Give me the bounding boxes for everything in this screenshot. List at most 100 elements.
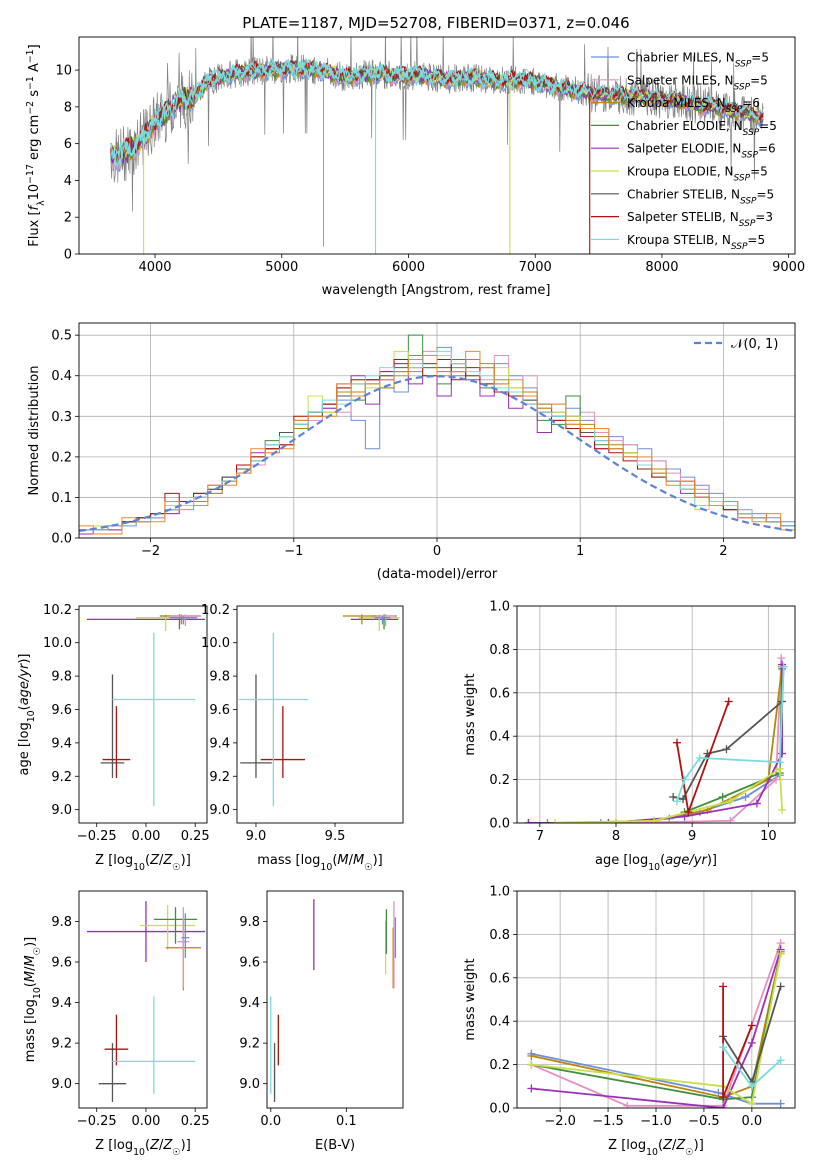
- error-bars: [270, 899, 397, 1102]
- x-tick-label: 9000: [772, 260, 805, 275]
- legend-entry-nssp: =6: [742, 96, 760, 110]
- legend-entry-sub: SSP: [735, 60, 752, 70]
- y-tick-label: 4: [64, 174, 72, 189]
- y-axis-label-part: )]: [23, 937, 38, 947]
- mass-weight-lines: [524, 654, 788, 823]
- y-tick-label: 9.8: [239, 915, 260, 930]
- y-axis-label-part: −1: [25, 49, 36, 63]
- legend-entry: Chabrier STELIB, NSSP=5: [627, 187, 774, 206]
- y-axis-label-part: (: [23, 982, 38, 987]
- x-axis-label-part: 10: [133, 1147, 145, 1158]
- x-axis-label-part: (: [332, 853, 337, 868]
- x-tick-label: 9.5: [325, 829, 346, 844]
- x-tick-label: 9: [688, 829, 696, 844]
- y-axis-label-part: λ: [36, 200, 47, 206]
- x-axis-label-part: )]: [694, 1138, 704, 1153]
- error-bars: [86, 614, 206, 807]
- x-axis-label-part: 10: [646, 1147, 658, 1158]
- x-axis-label-part: Z [log: [95, 1138, 133, 1153]
- y-tick-label: 0.2: [489, 1058, 510, 1073]
- x-axis-label-part: (: [660, 853, 665, 868]
- x-tick-label: 6000: [392, 260, 425, 275]
- legend-entry: 𝒩(0, 1): [731, 337, 778, 352]
- x-axis-label-part: Z: [675, 1138, 686, 1153]
- legend-entry-nssp: =3: [755, 210, 773, 224]
- legend-entry-sub: SSP: [734, 174, 751, 184]
- legend-entry-nssp: =5: [759, 119, 777, 133]
- x-axis-label-part: ☉: [172, 1147, 180, 1158]
- axes-frame: [78, 605, 208, 824]
- legend-entry-name: Salpeter STELIB, N: [627, 210, 739, 224]
- legend-entry: Salpeter MILES, NSSP=5: [627, 73, 768, 92]
- x-axis-label-part: )]: [373, 853, 383, 868]
- histograms: [79, 334, 795, 538]
- legend-entry-sub: SSP: [726, 105, 743, 115]
- y-axis-label-part: ☉: [32, 947, 43, 955]
- legend-entry-nssp: =5: [747, 233, 765, 247]
- panel-residuals: −2 −1 0 1 2 0.0 0.1 0.2 0.3 0.4 0.5 (data-model)/er…: [27, 322, 796, 582]
- x-axis-label-part: /: [159, 853, 164, 868]
- y-tick-label: 0.4: [489, 730, 510, 745]
- x-tick-label: 0.25: [181, 829, 210, 844]
- legend-entry: Salpeter STELIB, NSSP=3: [627, 210, 773, 229]
- x-tick-label: 8: [612, 829, 620, 844]
- legend-entry-nssp: =6: [758, 142, 776, 156]
- x-axis-label: age [log10(age/yr)]: [595, 853, 717, 873]
- x-axis-label-part: /: [672, 1138, 677, 1153]
- x-axis-label-part: ☉: [685, 1147, 693, 1158]
- y-axis-label-part: M: [23, 955, 38, 966]
- x-axis-label-part: age/yr: [665, 853, 708, 868]
- x-tick-label: 2: [719, 544, 727, 559]
- x-axis-label-part: (: [658, 1138, 663, 1153]
- panel-spectrum: 4000 5000 6000 7000 8000 9000 0 2 4 6 8 10 wavelengt…: [25, 36, 805, 298]
- x-tick-label: −2.0: [544, 1114, 576, 1129]
- y-tick-label: 0.6: [489, 971, 510, 986]
- legend-entry-sub: SSP: [741, 151, 758, 161]
- y-tick-label: 9.4: [239, 996, 260, 1011]
- legend-entry-sub: SSP: [739, 219, 756, 229]
- y-tick-label: 10.2: [43, 603, 72, 618]
- y-axis-label-part: f: [27, 203, 42, 210]
- x-axis-label-part: 10: [320, 862, 332, 873]
- x-axis-label-part: age [log: [595, 853, 648, 868]
- axes-frame: [236, 605, 404, 824]
- legend-entry-nssp: =5: [750, 165, 768, 179]
- x-axis-label-part: Z [log: [95, 853, 133, 868]
- legend-entry-nssp: =5: [750, 73, 768, 87]
- x-axis-label-part: Z: [149, 853, 160, 868]
- x-axis-label-part: 10: [648, 862, 660, 873]
- mass-weight-line: [528, 664, 783, 823]
- x-axis-label-part: )]: [181, 853, 191, 868]
- legend-entry-name: Chabrier STELIB, N: [627, 187, 740, 201]
- legend-entry-name: Kroupa STELIB, N: [627, 233, 731, 247]
- y-tick-label: 9.4: [209, 736, 230, 751]
- y-axis-label-part: 10: [26, 710, 37, 722]
- legend-entry-sub: SSP: [740, 196, 757, 206]
- x-axis-label-part: ☉: [172, 862, 180, 873]
- y-tick-label: 9.6: [239, 955, 260, 970]
- model-spectrum-line: [110, 60, 764, 166]
- x-axis-label-part: M: [337, 853, 348, 868]
- y-tick-label: 9.2: [239, 1037, 260, 1052]
- figure-title: PLATE=1187, MJD=52708, FIBERID=0371, z=0…: [242, 14, 629, 32]
- y-axis-label-part: erg cm: [27, 115, 42, 164]
- y-axis-label-part: −17: [25, 164, 36, 184]
- y-tick-label: 9.8: [51, 670, 72, 685]
- x-tick-label: 9.0: [246, 829, 267, 844]
- x-axis-label-part: Z [log: [608, 1138, 646, 1153]
- panel-mass-age: 9.0 9.5 9.0 9.2 9.4 9.6 9.8 10.0 10.2 mass [log10…: [201, 603, 404, 873]
- y-axis-label-part: (: [17, 705, 32, 710]
- x-axis-label: wavelength [Angstrom, rest frame]: [322, 283, 551, 298]
- y-tick-label: 9.6: [209, 703, 230, 718]
- observed-spectrum-line: [110, 37, 764, 212]
- y-axis-label: mass weight: [463, 673, 478, 755]
- y-axis-label: Normed distribution: [27, 366, 42, 496]
- x-axis-label-part: Z: [149, 1138, 160, 1153]
- x-tick-label: −1.0: [640, 1114, 672, 1129]
- y-tick-label: 9.0: [51, 1077, 72, 1092]
- axes-frame: [516, 605, 796, 824]
- x-axis-label-part: M: [353, 853, 364, 868]
- x-tick-label: 8000: [645, 260, 678, 275]
- x-axis-label-part: )]: [707, 853, 717, 868]
